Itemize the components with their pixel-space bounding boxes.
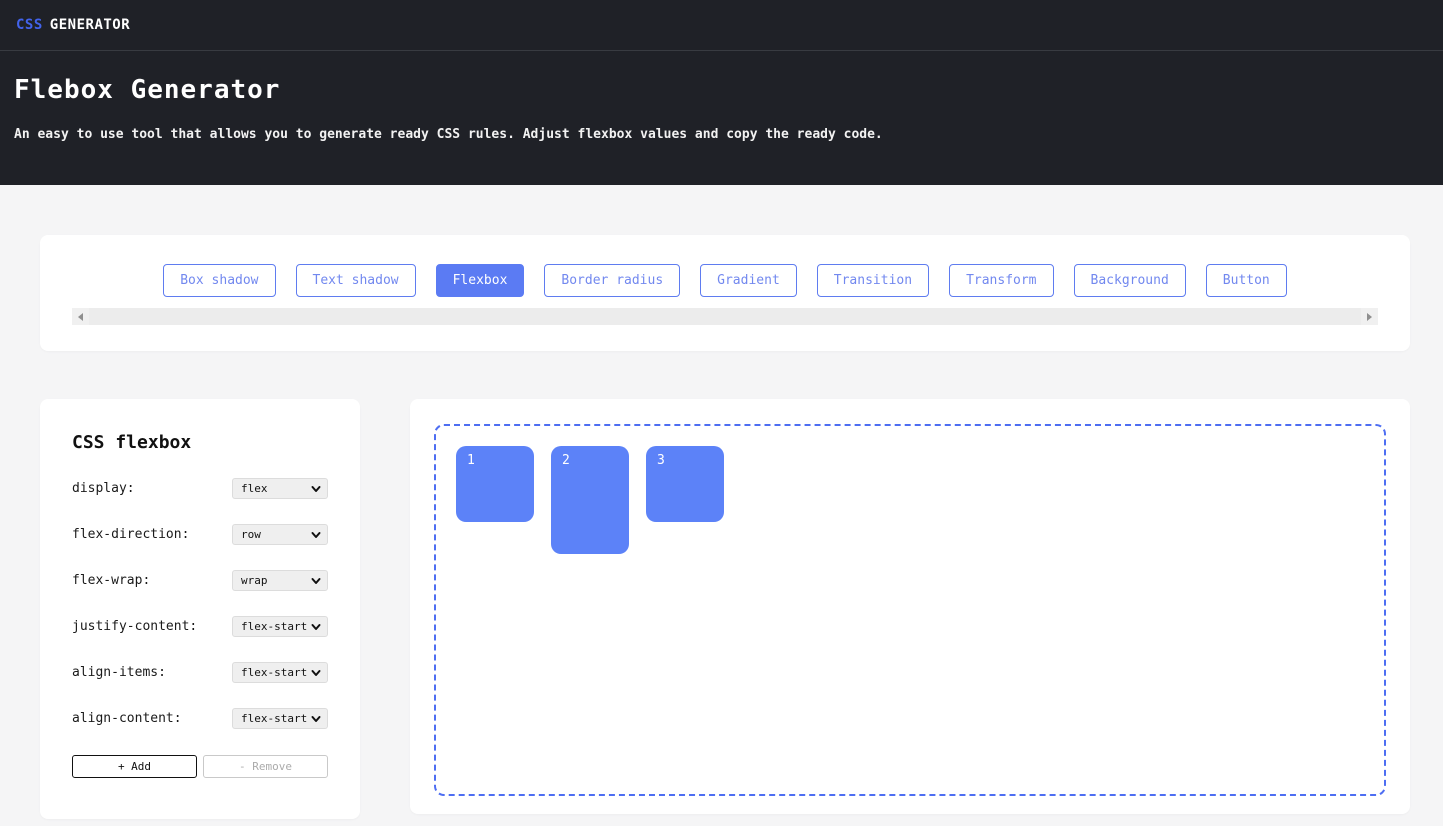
tab-border-radius[interactable]: Border radius	[544, 264, 681, 297]
tab-row: Box shadow Text shadow Flexbox Border ra…	[72, 264, 1378, 297]
flex-direction-label: flex-direction:	[72, 527, 190, 542]
flex-direction-select-value: row	[241, 528, 261, 541]
flex-item-3[interactable]: 3	[646, 446, 724, 522]
tab-gradient[interactable]: Gradient	[700, 264, 797, 297]
flexbox-settings-panel: CSS flexbox display: flex flex-direction…	[40, 399, 360, 819]
justify-content-label: justify-content:	[72, 619, 198, 634]
remove-item-button[interactable]: - Remove	[203, 755, 328, 778]
justify-content-select-value: flex-start	[241, 620, 308, 633]
align-content-select[interactable]: flex-start	[232, 708, 328, 729]
chevron-down-icon	[311, 577, 321, 584]
display-label: display:	[72, 481, 135, 496]
top-nav: CSS GENERATOR	[0, 0, 1443, 51]
flexbox-preview-panel: 1 2 3	[410, 399, 1410, 814]
item-buttons-row: + Add - Remove	[72, 755, 328, 778]
chevron-down-icon	[311, 715, 321, 722]
scroll-left-icon[interactable]	[72, 308, 89, 325]
tab-box-shadow[interactable]: Box shadow	[163, 264, 276, 297]
tab-transform[interactable]: Transform	[949, 264, 1054, 297]
form-row-align-items: align-items: flex-start	[72, 662, 328, 683]
flex-direction-select[interactable]: row	[232, 524, 328, 545]
form-row-align-content: align-content: flex-start	[72, 708, 328, 729]
tab-text-shadow[interactable]: Text shadow	[295, 264, 416, 297]
tab-transition[interactable]: Transition	[816, 264, 930, 297]
add-item-button[interactable]: + Add	[72, 755, 197, 778]
align-items-select[interactable]: flex-start	[232, 662, 328, 683]
flex-wrap-select-value: wrap	[241, 574, 268, 587]
brand-secondary: GENERATOR	[49, 17, 131, 33]
display-select[interactable]: flex	[232, 478, 328, 499]
brand-logo[interactable]: CSS GENERATOR	[16, 17, 130, 33]
align-content-label: align-content:	[72, 711, 182, 726]
flex-wrap-select[interactable]: wrap	[232, 570, 328, 591]
chevron-down-icon	[311, 623, 321, 630]
main-content: CSS flexbox display: flex flex-direction…	[40, 399, 1410, 819]
flex-container-preview: 1 2 3	[434, 424, 1386, 796]
tabs-card: Box shadow Text shadow Flexbox Border ra…	[40, 235, 1410, 351]
align-items-label: align-items:	[72, 665, 166, 680]
chevron-down-icon	[311, 669, 321, 676]
tab-flexbox[interactable]: Flexbox	[435, 264, 525, 297]
page-subtitle: An easy to use tool that allows you to g…	[14, 127, 883, 142]
chevron-down-icon	[311, 485, 321, 492]
tabs-horizontal-scrollbar[interactable]	[72, 308, 1378, 325]
flex-wrap-label: flex-wrap:	[72, 573, 151, 588]
panel-heading: CSS flexbox	[72, 432, 192, 453]
align-content-select-value: flex-start	[241, 712, 308, 725]
page-title: Flebox Generator	[14, 75, 281, 105]
tab-button[interactable]: Button	[1205, 264, 1287, 297]
hero-section: Flebox Generator An easy to use tool tha…	[0, 51, 1443, 185]
form-row-justify-content: justify-content: flex-start	[72, 616, 328, 637]
display-select-value: flex	[241, 482, 268, 495]
justify-content-select[interactable]: flex-start	[232, 616, 328, 637]
form-row-flex-wrap: flex-wrap: wrap	[72, 570, 328, 591]
brand-primary: CSS	[16, 17, 43, 33]
scroll-right-icon[interactable]	[1361, 308, 1378, 325]
tab-background[interactable]: Background	[1073, 264, 1186, 297]
form-row-display: display: flex	[72, 478, 328, 499]
flex-item-2[interactable]: 2	[551, 446, 629, 554]
align-items-select-value: flex-start	[241, 666, 308, 679]
flex-item-1[interactable]: 1	[456, 446, 534, 522]
form-row-flex-direction: flex-direction: row	[72, 524, 328, 545]
scrollbar-thumb[interactable]	[89, 308, 1361, 325]
chevron-down-icon	[311, 531, 321, 538]
